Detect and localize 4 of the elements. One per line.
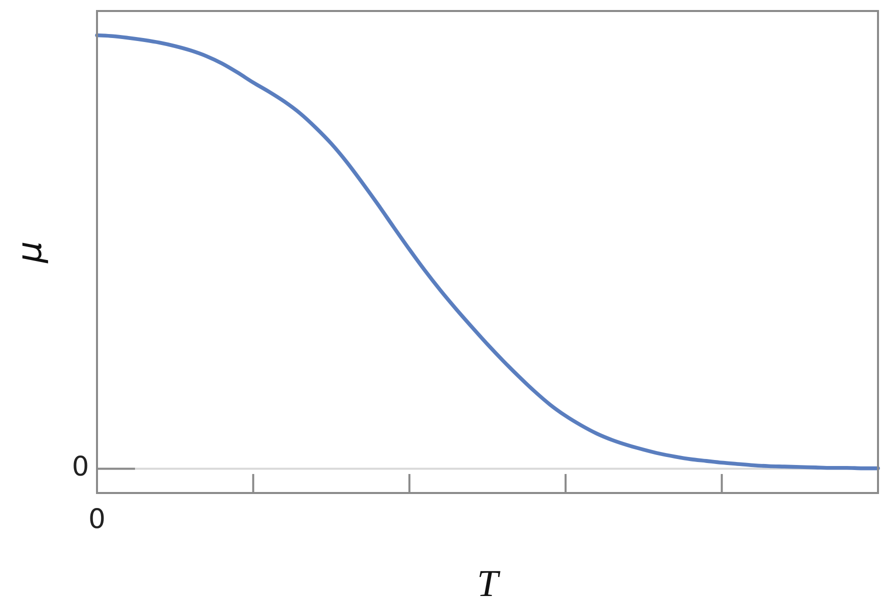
x-axis-title: T [476,563,501,606]
y-axis-title: μ [10,241,50,264]
text: 0 [88,504,106,536]
ref-line-label: 0 [72,452,89,483]
